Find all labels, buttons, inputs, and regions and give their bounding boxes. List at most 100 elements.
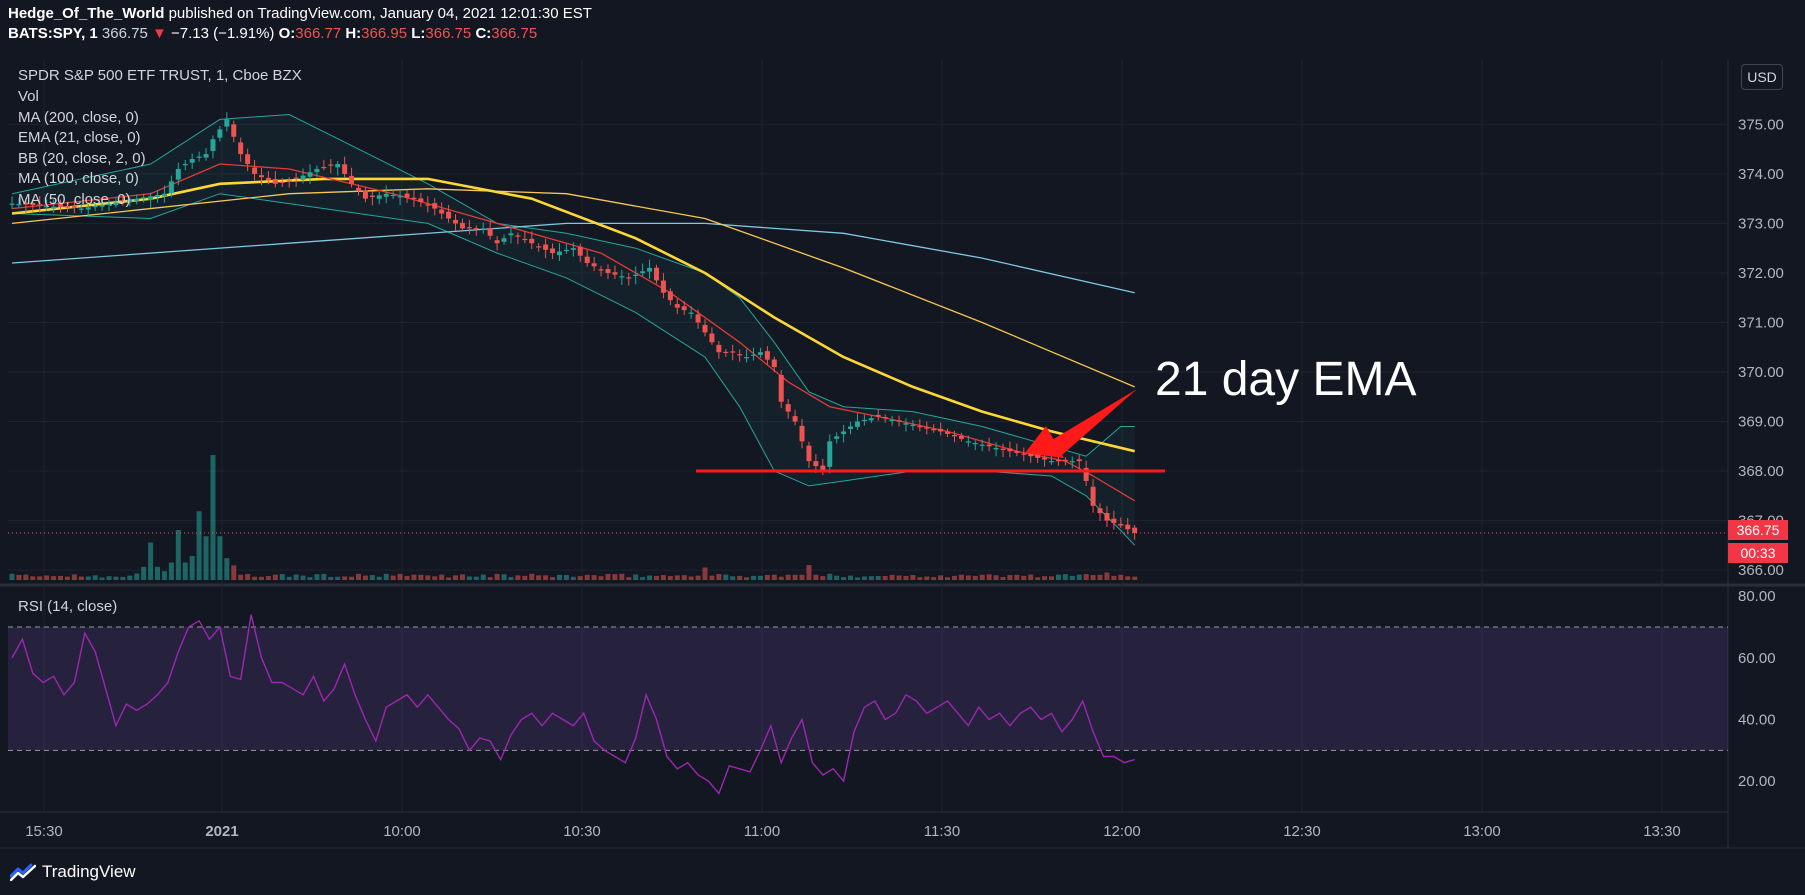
open-value: 366.77 (295, 25, 342, 42)
candle-body (653, 267, 659, 281)
candle-body (473, 228, 479, 230)
volume-bar (917, 577, 923, 580)
volume-bar (432, 576, 438, 580)
volume-bar (51, 576, 57, 580)
candle-body (882, 417, 888, 419)
legend-ma100[interactable]: MA (100, close, 0) (18, 170, 139, 187)
legend-title[interactable]: SPDR S&P 500 ETF TRUST, 1, Cboe BZX (18, 67, 302, 84)
candle-body (778, 375, 784, 402)
candle-body (92, 206, 98, 208)
volume-bar (314, 574, 320, 580)
volume-bar (931, 577, 937, 580)
volume-bar (113, 576, 119, 580)
volume-bar (1083, 574, 1089, 580)
candle-body (598, 269, 604, 271)
candle-body (924, 427, 930, 429)
volume-bar (854, 577, 860, 580)
volume-bar (210, 455, 216, 580)
volume-bar (716, 573, 722, 580)
candle-body (85, 207, 91, 210)
legend-ma200[interactable]: MA (200, close, 0) (18, 109, 139, 126)
legend-ema21[interactable]: EMA (21, close, 0) (18, 129, 141, 146)
annotation-text[interactable]: 21 day EMA (1155, 353, 1417, 406)
currency-button[interactable]: USD (1741, 64, 1783, 90)
volume-bar (737, 575, 743, 580)
legend-vol[interactable]: Vol (18, 88, 39, 105)
volume-bar (1035, 577, 1041, 580)
candle-body (563, 249, 569, 252)
volume-bar (369, 575, 375, 580)
legend-bb[interactable]: BB (20, close, 2, 0) (18, 150, 146, 167)
volume-bar (591, 575, 597, 580)
volume-bar (134, 573, 140, 580)
volume-bar (106, 576, 112, 580)
volume-bar (335, 576, 341, 580)
candle-body (529, 238, 535, 244)
candle-body (861, 419, 867, 422)
candle-body (120, 200, 126, 202)
candle-body (425, 204, 431, 206)
volume-bar (155, 566, 161, 580)
legend-ma50[interactable]: MA (50, close, 0) (18, 191, 131, 208)
volume-bar (723, 574, 729, 580)
low-label: L: (411, 25, 426, 42)
candle-body (258, 175, 264, 178)
volume-bar (473, 576, 479, 580)
volume-bar (85, 576, 91, 580)
candle-body (737, 354, 743, 356)
candle-body (813, 461, 819, 467)
candle-body (1049, 461, 1054, 463)
quote-line: BATS:SPY, 1 366.75 ▼ −7.13 (−1.91%) O:36… (8, 25, 537, 45)
volume-bar (709, 575, 715, 580)
volume-bar (563, 574, 569, 580)
candle-body (168, 181, 174, 194)
candle-body (917, 426, 923, 428)
candle-body (792, 416, 798, 422)
candle-body (203, 154, 209, 158)
volume-bar (958, 574, 964, 580)
candle-body (660, 280, 666, 293)
candle-body (1076, 459, 1082, 462)
candle-body (1132, 527, 1138, 533)
author-name[interactable]: Hedge_Of_The_World (8, 5, 165, 22)
low-value: 366.75 (425, 25, 472, 42)
volume-bar (64, 576, 70, 580)
candle-body (591, 263, 597, 267)
candle-body (439, 209, 445, 214)
candle-body (1062, 459, 1068, 462)
volume-bar (882, 576, 888, 580)
volume-bar (411, 574, 417, 580)
time-tick-label: 10:30 (563, 823, 601, 840)
down-arrow-icon: ▼ (151, 25, 167, 42)
time-tick-label: 13:00 (1463, 823, 1501, 840)
volume-bar (556, 574, 562, 580)
rsi-legend[interactable]: RSI (14, close) (18, 598, 118, 615)
volume-bar (58, 575, 64, 580)
symbol-label[interactable]: BATS:SPY, 1 (8, 25, 98, 42)
volume-bar (702, 567, 708, 580)
candle-body (272, 178, 278, 184)
candle-body (550, 248, 556, 254)
candle-body (820, 465, 826, 472)
volume-bar (979, 574, 985, 580)
tradingview-brand[interactable]: TradingView (10, 859, 136, 885)
volume-bar (23, 574, 29, 580)
candle-body (979, 444, 985, 446)
candle-body (383, 193, 389, 197)
volume-bar (141, 566, 147, 580)
candle-body (196, 156, 202, 158)
candle-body (286, 180, 292, 182)
volume-bar (265, 575, 271, 580)
candle-body (674, 304, 680, 308)
bb-lower-line (11, 193, 1136, 546)
volume-bar (903, 575, 909, 580)
ma50-line (11, 177, 1136, 453)
candle-body (556, 251, 562, 256)
candle-body (217, 129, 223, 138)
price-tick-label: 370.00 (1738, 364, 1784, 381)
volume-bar (501, 574, 507, 580)
volume-bar (660, 575, 666, 580)
candle-body (418, 198, 424, 202)
candle-body (910, 424, 916, 427)
